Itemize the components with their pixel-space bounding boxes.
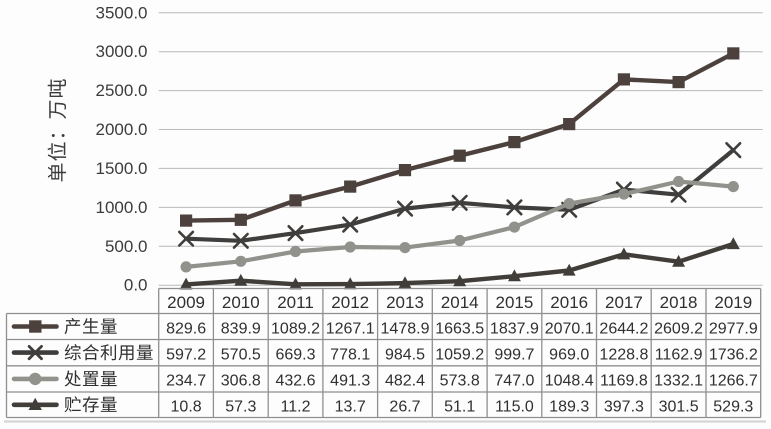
svg-text:115.0: 115.0 (495, 399, 534, 416)
svg-text:984.5: 984.5 (385, 346, 425, 363)
svg-text:3500.0: 3500.0 (96, 3, 148, 22)
svg-text:2000.0: 2000.0 (96, 120, 148, 139)
svg-text:189.3: 189.3 (549, 399, 589, 416)
svg-text:51.1: 51.1 (444, 399, 475, 416)
svg-text:2500.0: 2500.0 (96, 81, 148, 100)
svg-text:2019: 2019 (714, 293, 752, 312)
svg-text:1162.9: 1162.9 (655, 346, 703, 363)
svg-text:0.0: 0.0 (124, 276, 148, 295)
svg-text:482.4: 482.4 (385, 373, 425, 390)
svg-text:1267.1: 1267.1 (326, 320, 375, 337)
svg-text:397.3: 397.3 (604, 399, 644, 416)
svg-text:2018: 2018 (660, 293, 698, 312)
svg-text:26.7: 26.7 (389, 399, 420, 416)
svg-text:573.8: 573.8 (440, 373, 480, 390)
svg-text:597.2: 597.2 (166, 346, 206, 363)
svg-text:2011: 2011 (277, 293, 314, 312)
svg-text:306.8: 306.8 (221, 373, 261, 390)
svg-text:234.7: 234.7 (166, 373, 206, 390)
svg-text:829.6: 829.6 (166, 320, 206, 337)
svg-text:1228.8: 1228.8 (599, 346, 648, 363)
svg-text:1736.2: 1736.2 (709, 346, 758, 363)
svg-text:669.3: 669.3 (275, 346, 315, 363)
svg-text:10.8: 10.8 (171, 399, 202, 416)
svg-text:1048.4: 1048.4 (545, 373, 594, 390)
svg-text:2977.9: 2977.9 (709, 320, 758, 337)
svg-text:1059.2: 1059.2 (435, 346, 484, 363)
svg-text:1089.2: 1089.2 (271, 320, 320, 337)
svg-text:747.0: 747.0 (494, 373, 534, 390)
svg-text:1169.8: 1169.8 (600, 373, 648, 390)
svg-text:999.7: 999.7 (494, 346, 534, 363)
svg-text:839.9: 839.9 (221, 320, 261, 337)
svg-text:969.0: 969.0 (549, 346, 589, 363)
svg-text:3000.0: 3000.0 (96, 42, 148, 61)
svg-text:2015: 2015 (495, 293, 533, 312)
svg-text:529.3: 529.3 (713, 399, 753, 416)
svg-text:432.6: 432.6 (275, 373, 315, 390)
svg-text:1000.0: 1000.0 (96, 198, 148, 217)
svg-text:500.0: 500.0 (105, 237, 148, 256)
svg-text:2070.1: 2070.1 (545, 320, 594, 337)
svg-text:57.3: 57.3 (225, 399, 256, 416)
svg-text:1478.9: 1478.9 (381, 320, 430, 337)
svg-text:778.1: 778.1 (330, 346, 370, 363)
svg-text:1266.7: 1266.7 (709, 373, 758, 390)
svg-text:1837.9: 1837.9 (490, 320, 539, 337)
svg-text:2013: 2013 (386, 293, 424, 312)
svg-text:2644.2: 2644.2 (599, 320, 648, 337)
svg-text:570.5: 570.5 (221, 346, 261, 363)
svg-text:1663.5: 1663.5 (435, 320, 484, 337)
svg-text:2016: 2016 (550, 293, 588, 312)
svg-text:301.5: 301.5 (659, 399, 699, 416)
svg-text:2017: 2017 (605, 293, 643, 312)
svg-text:13.7: 13.7 (335, 399, 366, 416)
svg-text:2009: 2009 (167, 293, 205, 312)
svg-text:491.3: 491.3 (330, 373, 370, 390)
svg-text:2010: 2010 (222, 293, 260, 312)
svg-text:2609.2: 2609.2 (654, 320, 703, 337)
svg-text:1500.0: 1500.0 (96, 159, 148, 178)
svg-text:11.2: 11.2 (281, 399, 311, 416)
svg-text:2012: 2012 (331, 293, 369, 312)
svg-text:1332.1: 1332.1 (654, 373, 703, 390)
svg-text:2014: 2014 (441, 293, 479, 312)
